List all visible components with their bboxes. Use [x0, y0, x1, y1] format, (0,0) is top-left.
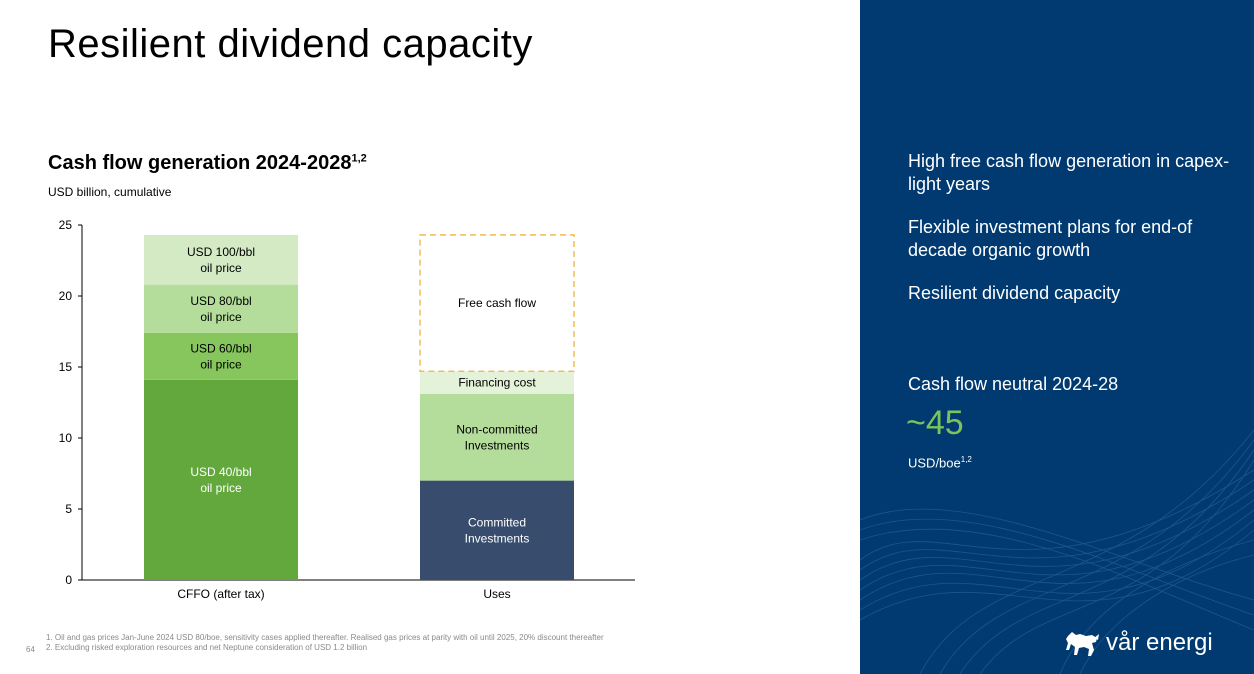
- bar-segment: [420, 393, 574, 481]
- cash-flow-chart: 0 5 10 15 20 25 USD 40/bbl oil price USD 60/bbl o…: [59, 218, 635, 601]
- metric-value: ~45: [906, 404, 964, 442]
- y-tick-label: 20: [59, 289, 73, 303]
- x-category-label: CFFO (after tax): [177, 587, 264, 601]
- metric-label: Cash flow neutral 2024-28: [908, 374, 1119, 394]
- footnote-2: 2. Excluding risked exploration resource…: [46, 643, 368, 652]
- bar-segment-label: oil price: [200, 310, 242, 324]
- key-point-1: High free cash flow generation in capex-…: [908, 151, 1230, 194]
- metric-unit-footnote-ref: 1,2: [960, 455, 972, 464]
- bar-segment-label: USD 40/bbl: [190, 465, 251, 479]
- bar-segment: [144, 234, 298, 285]
- wave-pattern: [860, 429, 1254, 674]
- metric-unit: USD/boe1,2: [908, 455, 972, 470]
- y-tick-label: 5: [65, 502, 72, 516]
- y-tick-label: 15: [59, 360, 73, 374]
- key-point-2: Flexible investment plans for end-of dec…: [908, 217, 1193, 260]
- x-category-label: Uses: [483, 587, 510, 601]
- y-tick-label: 25: [59, 218, 73, 232]
- bar-segment-label: Non-committed: [456, 422, 537, 436]
- y-tick-label: 0: [65, 573, 72, 587]
- key-points: High free cash flow generation in capex-…: [908, 150, 1238, 325]
- right-panel: High free cash flow generation in capex-…: [860, 0, 1254, 674]
- metric-unit-text: USD/boe: [908, 455, 961, 471]
- bar-segment: [419, 234, 575, 372]
- chart-title-footnote-ref: 1,2: [351, 152, 367, 165]
- bar-segment: [144, 379, 298, 580]
- company-logo: vår energi: [1064, 628, 1213, 658]
- bar-segment: [144, 284, 298, 333]
- bar-segment-label: USD 80/bbl: [190, 294, 251, 308]
- bar-segment-label: USD 60/bbl: [190, 341, 251, 355]
- bar-segment: [420, 371, 574, 394]
- chart-title-text: Cash flow generation 2024-2028: [48, 152, 352, 174]
- footnote-1: 1. Oil and gas prices Jan-June 2024 USD …: [46, 633, 604, 642]
- bar-segment-label: oil price: [200, 481, 242, 495]
- bar-segment-label: oil price: [200, 261, 242, 275]
- footnotes: 1. Oil and gas prices Jan-June 2024 USD …: [46, 633, 604, 653]
- bar-segment-label: Investments: [465, 531, 530, 545]
- slide-title: Resilient dividend capacity: [48, 22, 533, 66]
- bar-segment: [420, 480, 574, 580]
- bar-segment-label: Investments: [465, 438, 530, 452]
- y-tick-label: 10: [59, 431, 73, 445]
- bar-segment-label: Free cash flow: [458, 296, 536, 310]
- bar-segment: [144, 332, 298, 380]
- dog-logo-icon: [1066, 632, 1099, 656]
- key-point-3: Resilient dividend capacity: [908, 283, 1121, 303]
- page-number: 64: [26, 645, 35, 654]
- chart-title: Cash flow generation 2024-20281,2: [48, 152, 367, 175]
- bar-segment-label: Financing cost: [458, 376, 536, 390]
- logo-text: vår energi: [1106, 629, 1213, 656]
- bar-segment-label: Committed: [468, 515, 526, 529]
- bar-segment-label: USD 100/bbl: [187, 245, 255, 259]
- bar-segment-label: oil price: [200, 357, 242, 371]
- chart-subtitle: USD billion, cumulative: [48, 185, 172, 199]
